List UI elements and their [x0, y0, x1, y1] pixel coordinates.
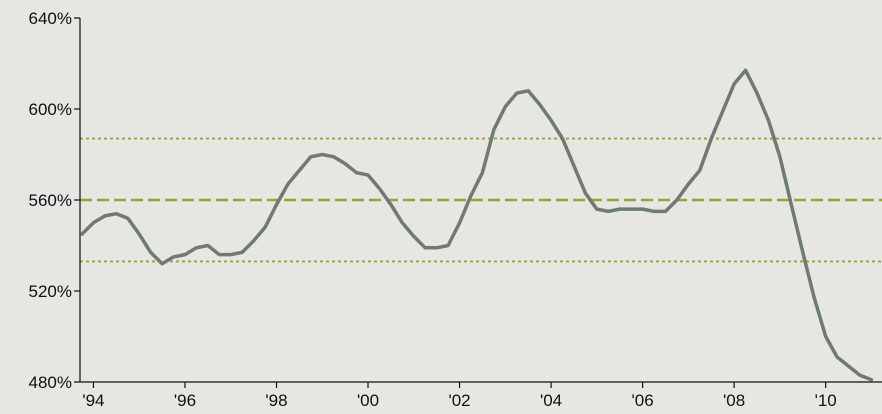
data-point — [813, 296, 816, 299]
x-tick-label: '94 — [82, 391, 104, 410]
data-point — [229, 253, 232, 256]
data-point — [618, 208, 621, 211]
data-point — [355, 171, 358, 174]
data-point — [298, 169, 301, 172]
data-point — [801, 251, 804, 254]
y-tick-label: 480% — [29, 373, 72, 392]
data-point — [161, 262, 164, 265]
x-tick-label: '02 — [448, 391, 470, 410]
x-tick-label: '00 — [357, 391, 379, 410]
data-point — [836, 355, 839, 358]
data-point — [641, 208, 644, 211]
data-point — [584, 192, 587, 195]
data-point — [309, 155, 312, 158]
data-point — [595, 208, 598, 211]
y-tick-label: 600% — [29, 100, 72, 119]
data-point — [195, 246, 198, 249]
data-point — [607, 210, 610, 213]
data-point — [92, 221, 95, 224]
data-point — [126, 217, 129, 220]
data-point — [241, 251, 244, 254]
data-point — [515, 92, 518, 95]
data-point — [389, 203, 392, 206]
data-point — [504, 105, 507, 108]
x-tick-label: '96 — [174, 391, 196, 410]
data-point — [481, 171, 484, 174]
data-point — [572, 164, 575, 167]
data-point — [710, 137, 713, 140]
data-point — [492, 128, 495, 131]
data-point — [138, 233, 141, 236]
data-point — [675, 199, 678, 202]
data-point — [424, 246, 427, 249]
x-axis-ticks: '94 '96 '98 '00 '02 '04 '06 '08 '10 — [82, 382, 837, 410]
data-point — [687, 183, 690, 186]
reference-lines — [80, 137, 882, 263]
data-point — [275, 203, 278, 206]
data-point — [149, 251, 152, 254]
data-points — [81, 69, 873, 381]
data-point — [286, 183, 289, 186]
data-point — [206, 244, 209, 247]
data-point — [790, 203, 793, 206]
data-point — [824, 335, 827, 338]
y-tick-label: 640% — [29, 9, 72, 28]
data-point — [435, 246, 438, 249]
data-point — [344, 162, 347, 165]
data-point — [252, 239, 255, 242]
data-point — [469, 194, 472, 197]
data-point — [401, 221, 404, 224]
data-point — [378, 187, 381, 190]
data-point — [538, 103, 541, 106]
data-point — [367, 173, 370, 176]
x-tick-label: '98 — [265, 391, 287, 410]
data-point — [698, 169, 701, 172]
y-tick-label: 560% — [29, 191, 72, 210]
y-tick-label: 520% — [29, 282, 72, 301]
x-tick-label: '04 — [540, 391, 562, 410]
data-point — [412, 235, 415, 238]
data-point — [103, 214, 106, 217]
data-point — [527, 89, 530, 92]
data-point — [321, 153, 324, 156]
data-point — [447, 244, 450, 247]
data-point — [767, 119, 770, 122]
data-point — [630, 208, 633, 211]
x-tick-label: '06 — [632, 391, 654, 410]
data-point — [264, 226, 267, 229]
data-point — [744, 69, 747, 72]
data-point — [183, 253, 186, 256]
data-point — [858, 374, 861, 377]
data-point — [664, 210, 667, 213]
data-point — [756, 92, 759, 95]
data-point — [218, 253, 221, 256]
data-point — [172, 255, 175, 258]
data-point — [561, 137, 564, 140]
data-point — [870, 378, 873, 381]
data-point — [332, 155, 335, 158]
data-point — [778, 155, 781, 158]
data-point — [115, 212, 118, 215]
data-point — [550, 119, 553, 122]
x-tick-label: '08 — [723, 391, 745, 410]
data-point — [653, 210, 656, 213]
data-point — [81, 233, 84, 236]
x-tick-label: '10 — [815, 391, 837, 410]
data-point — [733, 82, 736, 85]
data-point — [721, 110, 724, 113]
y-axis-ticks: 480% 520% 560% 600% 640% — [29, 9, 80, 392]
series-line — [80, 68, 874, 382]
data-point — [847, 365, 850, 368]
data-point — [458, 221, 461, 224]
